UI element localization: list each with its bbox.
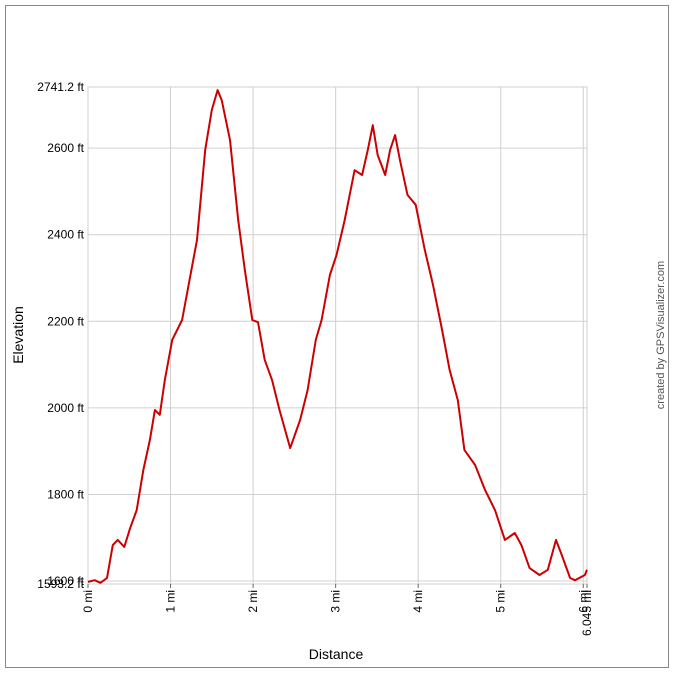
x-tick-label: 5 mi: [494, 590, 508, 613]
y-tick-label: 1800 ft: [47, 487, 84, 501]
y-tick-label: 2000 ft: [47, 401, 84, 415]
x-axis-title: Distance: [309, 646, 364, 662]
y-tick-label: 2600 ft: [47, 141, 84, 155]
x-tick-label: 3 mi: [329, 590, 343, 613]
plot-area: [87, 86, 588, 585]
x-tick-label: 2 mi: [246, 590, 260, 613]
y-tick-label: 2400 ft: [47, 228, 84, 242]
y-tick-label: 1593.2 ft: [37, 577, 84, 591]
y-tick-label: 1600 ft: [47, 574, 84, 588]
elevation-line: [87, 89, 588, 584]
x-tick-label: 4 mi: [411, 590, 425, 613]
x-tick-label: 6 mi: [576, 590, 590, 613]
y-tick-label: 2741.2 ft: [37, 80, 84, 94]
x-tick-label: 6.045 mi: [580, 590, 594, 636]
y-axis-title: Elevation: [10, 306, 26, 364]
x-tick-label: 1 mi: [164, 590, 178, 613]
x-tick-label: 0 mi: [81, 590, 95, 613]
credit: created by GPSVisualizer.com: [655, 261, 667, 409]
y-tick-label: 2200 ft: [47, 314, 84, 328]
